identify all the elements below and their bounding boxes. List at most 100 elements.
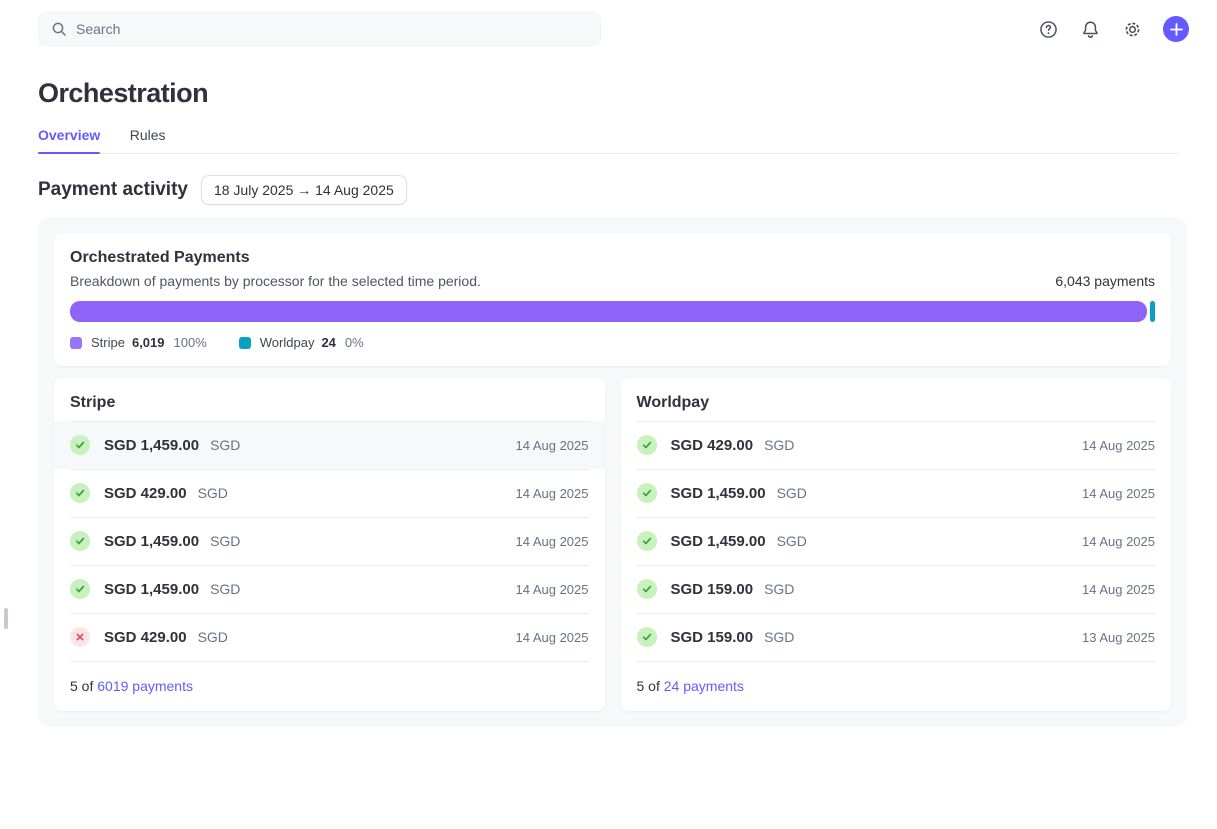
payment-date: 14 Aug 2025	[515, 437, 589, 453]
payment-amount: SGD 159.00	[670, 580, 754, 598]
legend-count: 24	[321, 335, 336, 350]
payment-date: 14 Aug 2025	[515, 629, 589, 645]
page-title: Orchestration	[38, 78, 209, 108]
gear-icon	[1122, 19, 1143, 40]
create-button[interactable]	[1163, 16, 1189, 42]
worldpay-card-title: Worldpay	[636, 394, 710, 411]
payment-currency: SGD	[197, 629, 228, 645]
success-icon	[636, 435, 657, 455]
payment-amount: SGD 1,459.00	[104, 436, 200, 454]
date-range-picker[interactable]: 18 July 2025 → 14 Aug 2025	[200, 175, 407, 205]
tab-overview[interactable]: Overview	[38, 127, 101, 154]
legend-item: Stripe 6,019 100%	[70, 335, 207, 350]
stripe-payments-link[interactable]: 6019 payments	[97, 678, 193, 694]
topbar	[0, 0, 1217, 58]
orchestrated-subtitle: Breakdown of payments by processor for t…	[70, 273, 481, 289]
bar-segment-stripe	[70, 301, 1147, 322]
legend-name: Stripe	[91, 335, 125, 350]
payment-date: 13 Aug 2025	[1081, 629, 1155, 645]
bar-legend: Stripe 6,019 100% Worldpay 24 0%	[70, 335, 1155, 350]
payment-date: 14 Aug 2025	[1081, 533, 1155, 549]
success-icon	[70, 483, 90, 503]
payment-row[interactable]: SGD 429.00 SGD 14 Aug 2025	[54, 613, 605, 661]
success-icon	[70, 579, 90, 599]
search-input[interactable]	[76, 21, 588, 37]
bell-icon	[1080, 19, 1101, 40]
payment-currency: SGD	[197, 485, 228, 501]
payment-activity-title: Payment activity	[38, 179, 188, 200]
payment-currency: SGD	[764, 437, 795, 453]
payment-date: 14 Aug 2025	[1081, 581, 1155, 597]
payment-date: 14 Aug 2025	[1081, 485, 1155, 501]
stripe-card: Stripe SGD 1,459.00 SGD 14 Aug 2025	[54, 378, 605, 711]
success-icon	[636, 531, 657, 551]
payment-amount: SGD 1,459.00	[104, 580, 200, 598]
payments-distribution-bar	[70, 301, 1155, 322]
payment-date: 14 Aug 2025	[515, 485, 589, 501]
payment-row[interactable]: SGD 159.00 SGD 13 Aug 2025	[621, 613, 1172, 661]
legend-percent: 100%	[173, 335, 207, 350]
payment-currency: SGD	[210, 437, 241, 453]
payment-row[interactable]: SGD 1,459.00 SGD 14 Aug 2025	[54, 517, 605, 565]
payment-currency: SGD	[210, 581, 241, 597]
notifications-button[interactable]	[1079, 18, 1101, 40]
payment-amount: SGD 429.00	[104, 484, 187, 502]
orchestrated-payments-card: Orchestrated Payments Breakdown of payme…	[54, 233, 1171, 366]
payment-row[interactable]: SGD 1,459.00 SGD 14 Aug 2025	[621, 517, 1172, 565]
legend-percent: 0%	[344, 335, 364, 350]
search-icon	[51, 21, 67, 37]
worldpay-card-footer: 5 of 24 payments	[636, 661, 1155, 711]
success-icon	[636, 483, 657, 503]
topbar-icons	[1037, 16, 1189, 42]
payment-row[interactable]: SGD 429.00 SGD 14 Aug 2025	[621, 421, 1172, 469]
payment-amount: SGD 1,459.00	[104, 532, 200, 550]
left-scrollbar-thumb[interactable]	[4, 608, 8, 629]
payment-amount: SGD 1,459.00	[670, 484, 766, 502]
legend-count: 6,019	[131, 335, 165, 350]
success-icon	[636, 579, 657, 599]
legend-name: Worldpay	[259, 335, 315, 350]
failed-icon	[70, 627, 90, 647]
help-icon	[1038, 19, 1059, 40]
tab-bar: Overview Rules	[38, 127, 1179, 154]
search-bar[interactable]	[38, 12, 601, 46]
payment-currency: SGD	[764, 581, 795, 597]
success-icon	[70, 531, 90, 551]
help-button[interactable]	[1037, 18, 1059, 40]
stripe-card-footer: 5 of 6019 payments	[70, 661, 589, 711]
payment-amount: SGD 429.00	[104, 628, 187, 646]
stripe-payment-list: SGD 1,459.00 SGD 14 Aug 2025 SGD 429.00 …	[54, 421, 605, 661]
payment-date: 14 Aug 2025	[515, 581, 589, 597]
tab-rules[interactable]: Rules	[129, 127, 166, 143]
legend-item: Worldpay 24 0%	[238, 335, 364, 350]
payment-activity-header: Payment activity 18 July 2025 → 14 Aug 2…	[38, 175, 1179, 205]
payment-currency: SGD	[764, 629, 795, 645]
payment-row[interactable]: SGD 1,459.00 SGD 14 Aug 2025	[621, 469, 1172, 517]
settings-button[interactable]	[1121, 18, 1143, 40]
payment-row[interactable]: SGD 159.00 SGD 14 Aug 2025	[621, 565, 1172, 613]
footer-count-prefix: 5 of	[70, 678, 94, 694]
total-payments-label: 6,043 payments	[1055, 273, 1155, 289]
payment-row[interactable]: SGD 429.00 SGD 14 Aug 2025	[54, 469, 605, 517]
payment-currency: SGD	[776, 485, 807, 501]
payment-amount: SGD 159.00	[670, 628, 754, 646]
payment-activity-panel: Orchestrated Payments Breakdown of payme…	[38, 217, 1187, 727]
bar-segment-worldpay	[1150, 301, 1155, 322]
processor-cards: Stripe SGD 1,459.00 SGD 14 Aug 2025	[54, 378, 1171, 711]
payment-amount: SGD 1,459.00	[670, 532, 766, 550]
orchestrated-title: Orchestrated Payments	[70, 249, 250, 266]
payment-currency: SGD	[210, 533, 241, 549]
payment-date: 14 Aug 2025	[515, 533, 589, 549]
payment-currency: SGD	[776, 533, 807, 549]
success-icon	[70, 435, 90, 455]
worldpay-payments-link[interactable]: 24 payments	[663, 678, 744, 694]
payment-date: 14 Aug 2025	[1081, 437, 1155, 453]
worldpay-payment-list: SGD 429.00 SGD 14 Aug 2025 SGD 1,459.00 …	[621, 421, 1172, 661]
legend-swatch	[70, 336, 82, 349]
stripe-card-title: Stripe	[70, 394, 116, 411]
payment-amount: SGD 429.00	[670, 436, 754, 454]
worldpay-card: Worldpay SGD 429.00 SGD 14 Aug 2025	[620, 378, 1172, 711]
footer-count-prefix: 5 of	[636, 678, 660, 694]
payment-row[interactable]: SGD 1,459.00 SGD 14 Aug 2025	[54, 421, 605, 469]
payment-row[interactable]: SGD 1,459.00 SGD 14 Aug 2025	[54, 565, 605, 613]
